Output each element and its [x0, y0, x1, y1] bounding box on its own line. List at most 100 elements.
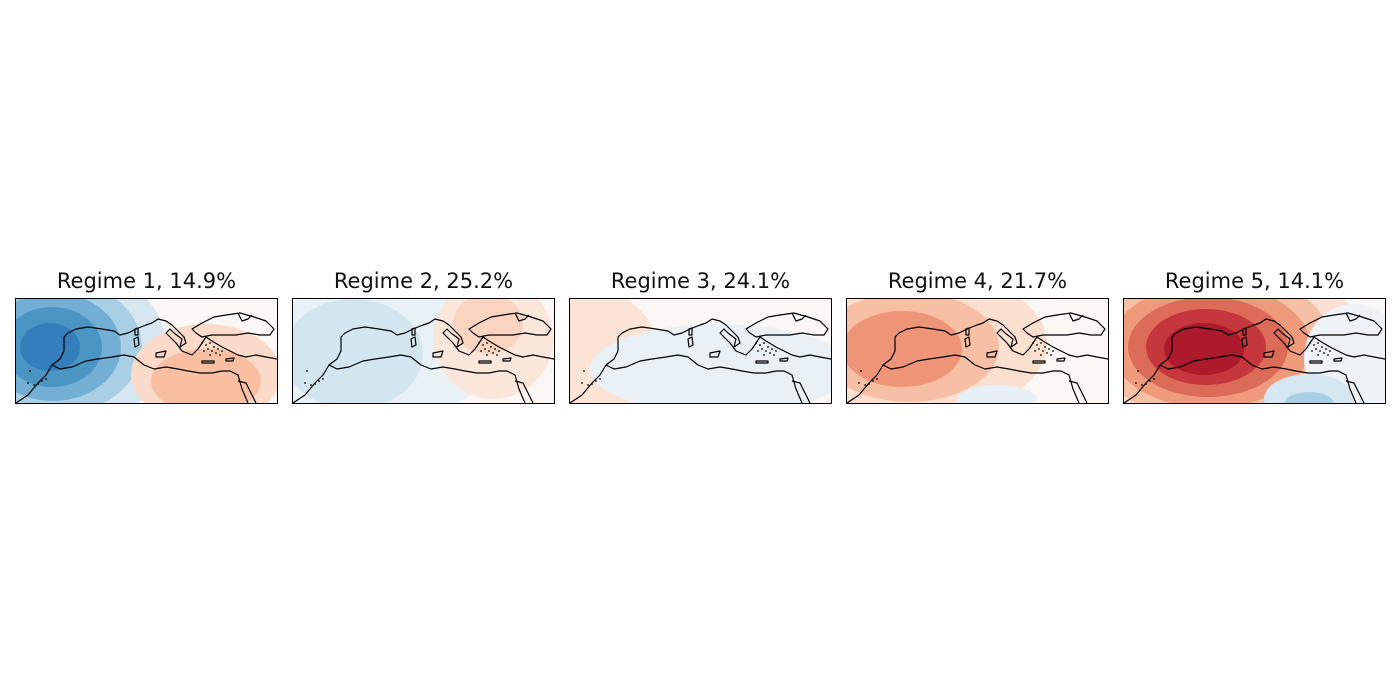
- coastline-segment: [411, 327, 416, 336]
- regime-5-title: Regime 5, 14.1%: [1164, 269, 1345, 293]
- coastline-segment: [745, 312, 829, 338]
- island-marker: [1319, 350, 1321, 352]
- island-marker: [876, 378, 878, 380]
- coastline-segment: [882, 354, 1080, 403]
- island-marker: [314, 383, 316, 385]
- island-marker: [205, 344, 207, 346]
- island-marker: [1036, 344, 1038, 346]
- regime-1-map: [15, 298, 278, 404]
- island-marker: [1034, 350, 1036, 352]
- regime-4-coastline: [847, 312, 1108, 403]
- regime-2-panel: Regime 2, 25.2%: [292, 268, 555, 404]
- regime-5-coastline: [1124, 312, 1385, 403]
- island-marker: [763, 342, 765, 344]
- island-marker: [490, 346, 492, 348]
- island-marker: [1309, 342, 1311, 344]
- island-marker: [494, 348, 496, 350]
- island-marker: [1052, 350, 1054, 352]
- coastline-segment: [1068, 312, 1084, 322]
- coastline-segment: [225, 357, 235, 362]
- island-marker: [484, 348, 486, 350]
- island-marker: [1325, 348, 1327, 350]
- anomaly-contour-level: [20, 323, 80, 371]
- island-marker: [757, 350, 759, 352]
- island-marker: [864, 384, 866, 386]
- regime-4-panel: Regime 4, 21.7%: [846, 268, 1109, 404]
- anomaly-contour-level: [453, 299, 523, 354]
- coastline-segment: [502, 357, 512, 362]
- coastline-segment: [1056, 357, 1066, 362]
- island-marker: [322, 378, 324, 380]
- anomaly-contour-level: [847, 311, 962, 387]
- coastline-segment: [1345, 312, 1361, 322]
- island-marker: [1329, 350, 1331, 352]
- island-marker: [1311, 350, 1313, 352]
- coastline-segment: [755, 360, 769, 364]
- island-marker: [486, 354, 488, 356]
- regime-4-title: Regime 4, 21.7%: [887, 269, 1068, 293]
- coastline-segment: [134, 327, 139, 336]
- anomaly-contour-level: [1284, 392, 1334, 403]
- island-marker: [215, 352, 217, 354]
- coastline-segment: [237, 380, 257, 403]
- island-marker: [1046, 352, 1048, 354]
- coastline-segment: [964, 336, 971, 348]
- coastline-segment: [293, 318, 554, 403]
- regime-3-panel: Regime 3, 24.1%: [569, 268, 832, 404]
- island-marker: [1321, 346, 1323, 348]
- island-marker: [581, 382, 583, 384]
- regime-3-title: Regime 3, 24.1%: [610, 269, 791, 293]
- island-marker: [209, 354, 211, 356]
- island-marker: [761, 348, 763, 350]
- coastline-segment: [1309, 360, 1323, 364]
- regime-2-coastline: [293, 312, 554, 403]
- island-marker: [480, 350, 482, 352]
- anomaly-contour-level: [1264, 374, 1354, 403]
- island-marker: [1323, 352, 1325, 354]
- island-marker: [486, 342, 488, 344]
- coastline-segment: [1333, 357, 1343, 362]
- island-marker: [1153, 378, 1155, 380]
- island-marker: [306, 370, 308, 372]
- island-marker: [765, 350, 767, 352]
- island-marker: [37, 383, 39, 385]
- coastline-segment: [965, 327, 970, 336]
- island-marker: [1141, 384, 1143, 386]
- regime-5-anomaly-contours: [1124, 299, 1385, 403]
- island-marker: [1048, 348, 1050, 350]
- island-marker: [755, 342, 757, 344]
- island-marker: [1145, 383, 1147, 385]
- island-marker: [759, 344, 761, 346]
- coastline-segment: [1241, 336, 1248, 348]
- island-marker: [310, 384, 312, 386]
- coastline-segment: [410, 336, 417, 348]
- island-marker: [33, 384, 35, 386]
- regime-2-anomaly-contours: [293, 299, 553, 403]
- regime-1-coastline: [16, 312, 277, 403]
- regime-3-coastline: [570, 312, 831, 403]
- regime-4-anomaly-contours: [847, 299, 1047, 403]
- coastline-segment: [687, 336, 694, 348]
- island-marker: [478, 342, 480, 344]
- coastline-segment: [1124, 318, 1385, 403]
- island-marker: [1313, 344, 1315, 346]
- island-marker: [769, 352, 771, 354]
- coastline-segment: [986, 350, 998, 358]
- coastline-segment: [133, 336, 140, 348]
- anomaly-contour-level: [151, 349, 261, 403]
- coastline-segment: [791, 312, 807, 322]
- island-marker: [29, 370, 31, 372]
- island-marker: [1149, 380, 1151, 382]
- regime-1-title: Regime 1, 14.9%: [56, 269, 237, 293]
- island-marker: [775, 350, 777, 352]
- island-marker: [1042, 350, 1044, 352]
- island-marker: [1317, 342, 1319, 344]
- island-marker: [488, 350, 490, 352]
- island-marker: [219, 354, 221, 356]
- island-marker: [587, 384, 589, 386]
- island-marker: [1032, 342, 1034, 344]
- coastline-segment: [570, 318, 831, 403]
- island-marker: [763, 354, 765, 356]
- island-marker: [595, 380, 597, 382]
- coastline-segment: [514, 312, 530, 322]
